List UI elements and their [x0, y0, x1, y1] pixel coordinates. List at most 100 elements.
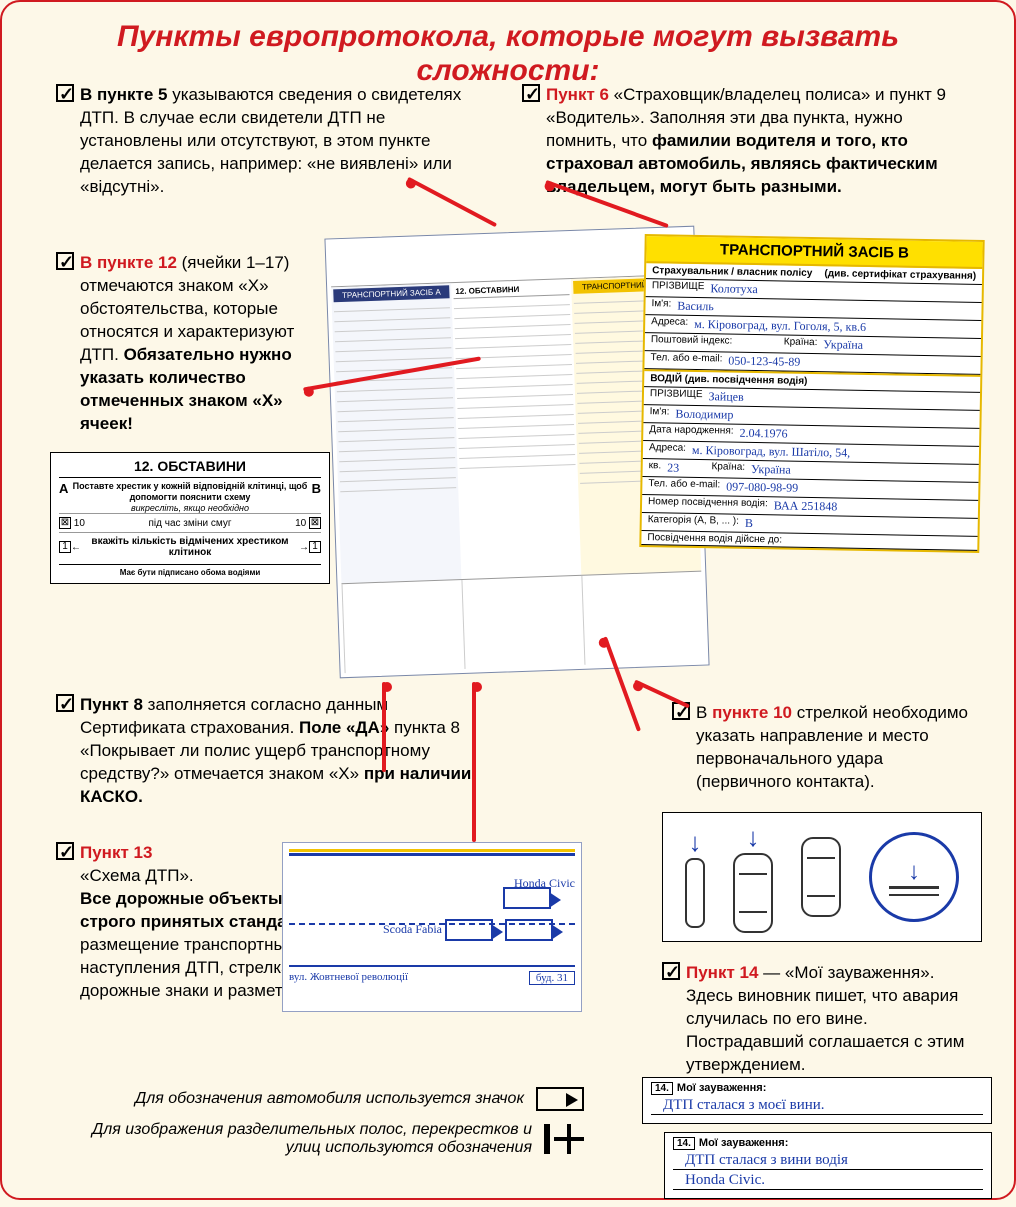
bld-label: буд. 31	[529, 971, 575, 985]
lbl: Країна:	[784, 337, 818, 353]
lbl: Тел. або e-mail:	[648, 478, 720, 494]
lbl: Країна:	[711, 461, 745, 477]
arrow-left-icon: ←	[71, 542, 81, 553]
lbl: Адреса:	[649, 442, 686, 458]
legend-13: Для обозначения автомобиля используется …	[64, 1087, 584, 1167]
note-12-lead: В пункте 12	[80, 253, 177, 272]
note-6-lead: Пункт 6	[546, 85, 609, 104]
mini12-sub2: викресліть, якщо необхідно	[131, 503, 249, 513]
check-icon	[56, 694, 74, 712]
connector-line	[634, 680, 690, 709]
connector-line	[382, 682, 386, 772]
lbl: Категорія (А, В, ... ):	[648, 514, 739, 531]
lbl: Номер посвідчення водія:	[648, 496, 768, 513]
check-icon	[56, 84, 74, 102]
lbl: кв.	[649, 460, 662, 475]
lbl: Ім'я:	[651, 298, 671, 313]
lbl: Ім'я:	[649, 406, 669, 421]
val: 050-123-45-89	[728, 354, 974, 373]
val: 23	[667, 460, 712, 476]
cards-14: 14. Мої зауваження: ДТП сталася з моєї ви…	[642, 1077, 992, 1207]
note-13-sub: «Схема ДТП».	[80, 866, 194, 885]
car-symbol-icon	[536, 1087, 584, 1111]
lbl: Поштовий індекс:	[651, 334, 733, 350]
val: Колотуха	[710, 281, 976, 301]
lbl: Тел. або e-mail:	[650, 352, 722, 368]
num-box: 1	[59, 541, 71, 553]
mini12-r1n: 10	[74, 518, 85, 529]
hdr: Мої зауваження:	[699, 1137, 788, 1149]
legend-l2: Для изображения разделительных полос, пе…	[64, 1121, 532, 1157]
note-10-text1: В	[696, 703, 712, 722]
val	[738, 336, 784, 352]
page-title: Пункты европротокола, которые могут вызв…	[2, 2, 1014, 96]
check-icon	[662, 962, 680, 980]
mini12-colB: В	[312, 481, 321, 496]
mini-form-12: 12. ОБСТАВИНИ А Поставте хрестик у кожні…	[50, 452, 330, 584]
street-label: вул. Жовтневої революції	[289, 971, 408, 985]
vehicle-b-card: ТРАНСПОРТНИЙ ЗАСІБ В Страхувальник / вла…	[639, 234, 984, 553]
mini12-heading: 12. ОБСТАВИНИ	[59, 458, 321, 478]
note-14-lead: Пункт 14	[686, 963, 758, 982]
note-13-lead: Пункт 13	[80, 843, 152, 862]
note-10-lead: пункте 10	[712, 703, 792, 722]
lbl: Дата народження:	[649, 424, 733, 440]
arrow-right-icon: →	[299, 542, 309, 553]
val: ВАА 251848	[774, 498, 973, 516]
val: 097-080-98-99	[726, 480, 972, 499]
mini12-row1: під час зміни смуг	[85, 518, 295, 529]
arrow-down-icon: ↓	[733, 822, 773, 853]
mini12-sub1: Поставте хрестик у кожній відповідній кл…	[68, 481, 311, 503]
note-14: Пункт 14 — «Мої зауваження». Здесь винов…	[662, 962, 982, 1077]
mini12-colA: А	[59, 481, 68, 496]
bumper-icon	[889, 886, 939, 896]
note-8-lead: Пункт 8	[80, 695, 143, 714]
car-box-icon	[445, 919, 493, 941]
vehB-sec1-h: Страхувальник / власник полісу	[652, 265, 812, 279]
lbl: Адреса:	[651, 316, 688, 332]
num-box: 1	[309, 541, 321, 553]
val: Україна	[823, 337, 975, 355]
car-box-icon	[503, 887, 551, 909]
note-5-lead: В пункте 5	[80, 85, 167, 104]
note-10: В пункте 10 стрелкой необходимо указать …	[672, 702, 972, 794]
cross-symbol-icon	[544, 1124, 584, 1154]
lbl: ПРІЗВИЩЕ	[650, 388, 703, 404]
check-x-icon: ⊠	[59, 517, 71, 529]
legend-l1: Для обозначения автомобиля используется …	[135, 1090, 524, 1108]
check-icon	[522, 84, 540, 102]
hdr: Мої зауваження:	[677, 1082, 766, 1094]
check-icon	[56, 252, 74, 270]
val	[788, 535, 972, 549]
impact-circle: ↓	[869, 832, 959, 922]
check-x-icon: ⊠	[309, 517, 321, 529]
val: 2.04.1976	[739, 426, 973, 445]
card14-v1: ДТП сталася з моєї вини.	[651, 1097, 983, 1115]
arrow-down-icon: ↓	[685, 827, 705, 858]
connector-line	[472, 682, 476, 842]
val: Зайцев	[708, 389, 974, 409]
val: Україна	[751, 462, 973, 481]
num: 14.	[673, 1137, 695, 1150]
vehicle-top-icon	[733, 853, 773, 933]
note-12: В пункте 12 (ячейки 1–17) отмечаются зна…	[56, 252, 326, 436]
car-box-icon	[505, 919, 553, 941]
lbl: ПРІЗВИЩЕ	[652, 280, 705, 296]
mini12-r1n: 10	[295, 518, 306, 529]
mini12-row2: вкажіть кількість відмічених хрестиком к…	[81, 536, 299, 558]
num: 14.	[651, 1082, 673, 1095]
vehicle-top-icon	[801, 837, 841, 917]
note-8-bold1: Поле «ДА»	[299, 718, 389, 737]
note-6: Пункт 6 «Страховщик/владелец полиса» и п…	[522, 84, 962, 199]
val: В	[745, 516, 972, 535]
card14-v2a: ДТП сталася з вини водія	[673, 1152, 983, 1170]
card14-v2b: Honda Civic.	[673, 1172, 983, 1190]
diagram-10: ↓ ↓ ↓	[662, 812, 982, 942]
lbl: Посвідчення водія дійсне до:	[647, 532, 782, 545]
scheme-13: Honda Civic Scoda Fabia вул. Жовтневої р…	[282, 842, 582, 1012]
note-8: Пункт 8 заполняется согласно данным Серт…	[56, 694, 496, 809]
vehB-sec1-hr: (див. сертифікат страхування)	[824, 268, 976, 282]
check-icon	[56, 842, 74, 860]
mini12-footer: Має бути підписано обома водіями	[59, 564, 321, 577]
arrow-down-icon: ↓	[908, 858, 920, 886]
